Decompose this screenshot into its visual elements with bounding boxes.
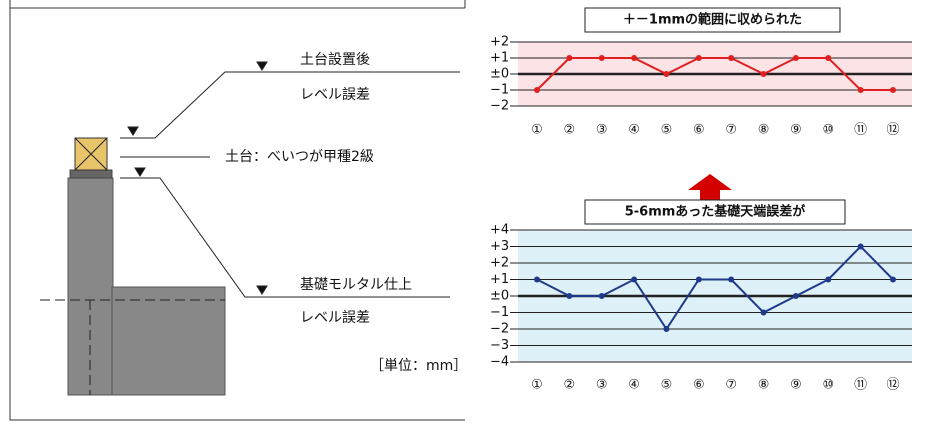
- y-tick-label: +2: [490, 256, 509, 271]
- data-point: [663, 326, 670, 332]
- diagram: [9, 0, 466, 421]
- x-tick-label: ⑨: [790, 123, 802, 138]
- data-point: [760, 71, 767, 77]
- data-line: [536, 57, 893, 91]
- arrow: [688, 174, 732, 210]
- mortar: [69, 169, 113, 179]
- y-tick-label: −2: [490, 322, 509, 337]
- y-tick-label: ±0: [490, 289, 509, 304]
- data-point: [825, 55, 832, 61]
- data-point: [792, 55, 799, 61]
- x-tick-label: ⑧: [758, 123, 770, 138]
- data-point: [631, 55, 638, 61]
- data-point: [728, 55, 735, 61]
- data-point: [598, 55, 605, 61]
- data-point: [857, 243, 864, 250]
- x-tick-label: ⑫: [886, 123, 899, 138]
- x-tick-label: ⑤: [661, 123, 673, 138]
- data-point: [728, 276, 735, 283]
- y-tick-label: −1: [490, 83, 509, 98]
- x-tick-label: ③: [596, 378, 608, 393]
- data-point: [598, 293, 605, 299]
- x-tick-label: ⑪: [854, 123, 867, 138]
- sill-cross: [74, 137, 108, 171]
- data-point: [760, 309, 767, 316]
- data-point: [695, 55, 702, 61]
- data-point: [566, 55, 573, 61]
- chart-title: 5-6mmあった基礎天端誤差が: [625, 204, 806, 220]
- data-point: [663, 71, 670, 77]
- x-tick-label: ⑥: [693, 378, 705, 393]
- label: ［単位：mm］: [370, 358, 467, 374]
- x-tick-label: ⑩: [822, 378, 834, 393]
- foundation-slab: [111, 286, 226, 396]
- level-marker: [127, 61, 268, 295]
- x-tick-label: ⑨: [790, 378, 802, 393]
- x-tick-label: ③: [596, 123, 608, 138]
- chart-title-box: [584, 199, 846, 225]
- chart-title-box: [584, 7, 841, 33]
- y-tick-label: −3: [490, 338, 509, 353]
- x-tick-label: ⑥: [693, 123, 705, 138]
- foundation-column: [67, 177, 114, 396]
- leader: [120, 71, 460, 139]
- x-tick-label: ②: [564, 123, 576, 138]
- data-point: [695, 276, 702, 283]
- data-point: [534, 87, 540, 93]
- x-tick-label: ⑦: [725, 378, 737, 393]
- data-point: [792, 293, 799, 299]
- y-tick-label: ±0: [490, 67, 509, 82]
- x-tick-label: ⑦: [725, 123, 737, 138]
- label: レベル誤差: [300, 87, 370, 103]
- data-point: [890, 276, 896, 283]
- x-tick-label: ①: [531, 123, 543, 138]
- data-point: [566, 293, 573, 299]
- y-tick-label: −4: [490, 355, 509, 370]
- x-tick-label: ⑩: [822, 123, 834, 138]
- y-tick-label: +1: [490, 272, 509, 287]
- x-tick-label: ⑧: [758, 378, 770, 393]
- label: 土台設置後: [300, 52, 370, 68]
- x-tick-label: ④: [628, 378, 640, 393]
- x-tick-label: ①: [531, 378, 543, 393]
- x-tick-label: ②: [564, 378, 576, 393]
- y-tick-label: +4: [490, 223, 509, 238]
- y-tick-label: +1: [490, 51, 509, 66]
- y-tick-label: +3: [490, 239, 509, 254]
- frame: [9, 0, 465, 421]
- x-tick-label: ④: [628, 123, 640, 138]
- data-point: [825, 276, 832, 283]
- data-point: [857, 87, 864, 93]
- y-tick-label: −2: [490, 99, 509, 114]
- leader: [120, 177, 450, 298]
- label: レベル誤差: [300, 310, 370, 326]
- data-point: [534, 276, 540, 283]
- label: 土台：べいつが甲種2級: [225, 149, 374, 165]
- data-point: [631, 276, 638, 283]
- chart-title: ＋－1mmの範囲に収められた: [623, 12, 802, 28]
- data-line: [536, 245, 894, 331]
- x-tick-label: ⑤: [661, 378, 673, 393]
- data-point: [890, 87, 896, 93]
- y-tick-label: +2: [490, 35, 509, 50]
- x-tick-label: ⑪: [854, 378, 867, 393]
- y-tick-label: −1: [490, 305, 509, 320]
- x-tick-label: ⑫: [886, 378, 899, 393]
- label: 基礎モルタル仕上: [300, 276, 412, 293]
